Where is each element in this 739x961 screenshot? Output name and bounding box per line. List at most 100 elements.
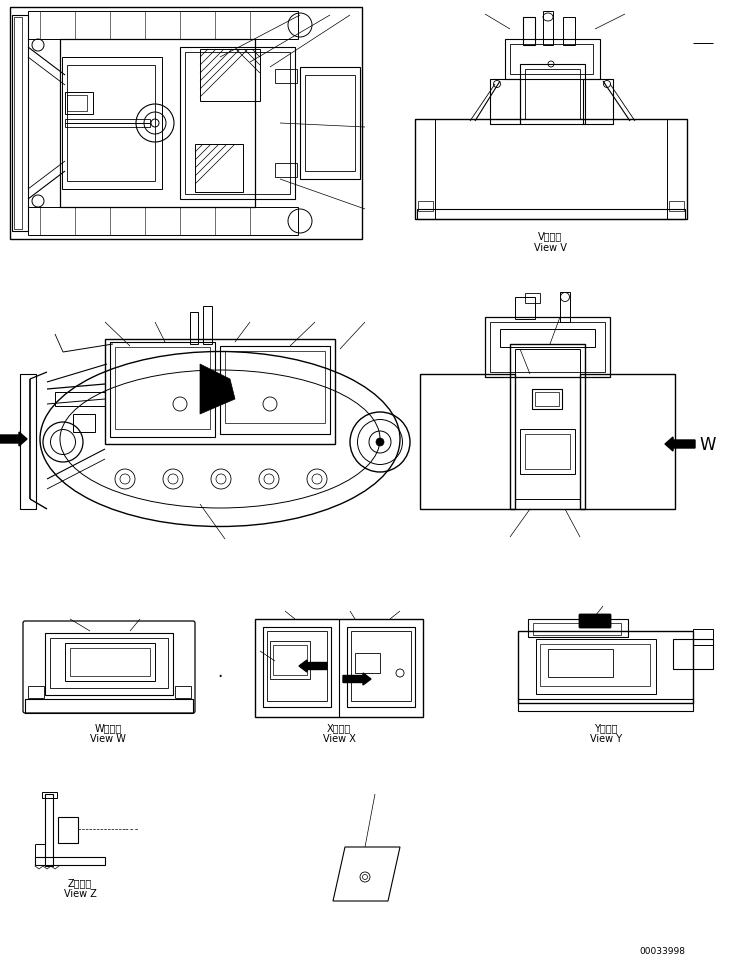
Bar: [255, 619, 423, 717]
Bar: [220, 347, 330, 434]
Bar: [67, 96, 87, 111]
Ellipse shape: [376, 438, 384, 447]
Text: View Y: View Y: [590, 733, 622, 743]
Bar: [105, 339, 335, 445]
Bar: [548, 650, 613, 678]
Bar: [58, 817, 78, 843]
Bar: [420, 375, 515, 509]
Bar: [180, 48, 295, 200]
Bar: [510, 345, 585, 509]
Text: View Z: View Z: [64, 888, 96, 899]
Bar: [560, 293, 570, 323]
Bar: [20, 375, 36, 509]
Text: View W: View W: [90, 733, 126, 743]
Text: W　　視: W 視: [95, 723, 122, 732]
Bar: [347, 628, 415, 707]
Bar: [25, 700, 193, 713]
Bar: [28, 12, 298, 40]
Bar: [540, 644, 650, 686]
Bar: [669, 202, 684, 211]
Bar: [355, 653, 380, 674]
Bar: [200, 50, 260, 102]
Bar: [263, 628, 331, 707]
Bar: [518, 631, 693, 703]
Bar: [500, 330, 595, 348]
Bar: [300, 68, 360, 180]
Text: View V: View V: [534, 243, 566, 253]
Bar: [60, 40, 255, 208]
Bar: [270, 641, 310, 679]
Text: Z　　視: Z 視: [68, 877, 92, 887]
FancyArrow shape: [343, 674, 371, 685]
Bar: [67, 66, 155, 182]
Text: .: .: [217, 662, 222, 680]
Bar: [532, 389, 562, 409]
Bar: [415, 120, 435, 220]
Polygon shape: [200, 364, 235, 414]
Bar: [42, 792, 57, 799]
Bar: [50, 638, 168, 688]
Bar: [185, 53, 290, 195]
Bar: [520, 430, 575, 475]
Bar: [490, 80, 520, 125]
Bar: [580, 375, 675, 509]
Bar: [28, 686, 44, 699]
Bar: [55, 393, 105, 407]
Bar: [45, 794, 53, 866]
Bar: [485, 318, 610, 378]
Bar: [563, 18, 575, 46]
Bar: [305, 76, 355, 172]
Bar: [535, 393, 559, 407]
Bar: [225, 352, 325, 424]
Bar: [70, 649, 150, 677]
Bar: [267, 631, 327, 702]
FancyArrow shape: [665, 437, 695, 452]
Text: View X: View X: [322, 733, 355, 743]
Bar: [525, 434, 570, 470]
Bar: [528, 619, 628, 637]
Bar: [110, 343, 215, 437]
Bar: [533, 624, 621, 635]
Bar: [543, 12, 553, 46]
Bar: [195, 145, 243, 193]
Bar: [490, 323, 605, 373]
Bar: [510, 45, 593, 75]
Bar: [65, 643, 155, 681]
Text: W: W: [700, 435, 716, 454]
Bar: [418, 202, 433, 211]
Text: 00033998: 00033998: [639, 947, 685, 955]
Text: X　　視: X 視: [327, 723, 351, 732]
FancyArrow shape: [299, 660, 327, 673]
Text: Y　　視: Y 視: [594, 723, 618, 732]
Bar: [417, 209, 685, 220]
Bar: [583, 80, 613, 125]
Bar: [525, 70, 580, 120]
Bar: [415, 120, 687, 220]
Bar: [62, 58, 162, 190]
Bar: [273, 646, 307, 676]
FancyBboxPatch shape: [579, 614, 611, 628]
FancyArrow shape: [0, 432, 27, 447]
Bar: [190, 312, 198, 345]
Bar: [10, 8, 362, 239]
Bar: [518, 700, 693, 711]
Bar: [515, 350, 580, 500]
Text: V　　視: V 視: [538, 231, 562, 241]
Bar: [693, 629, 713, 646]
Bar: [175, 686, 191, 699]
Bar: [115, 348, 210, 430]
Bar: [525, 294, 540, 304]
Bar: [520, 65, 585, 125]
Bar: [275, 163, 297, 178]
Bar: [667, 120, 687, 220]
Bar: [275, 70, 297, 84]
Bar: [203, 307, 212, 345]
Bar: [523, 18, 535, 46]
Bar: [65, 120, 150, 128]
Bar: [35, 857, 105, 865]
Bar: [536, 639, 656, 694]
Bar: [515, 298, 535, 320]
Bar: [673, 639, 713, 669]
Bar: [73, 414, 95, 432]
Bar: [505, 40, 600, 80]
